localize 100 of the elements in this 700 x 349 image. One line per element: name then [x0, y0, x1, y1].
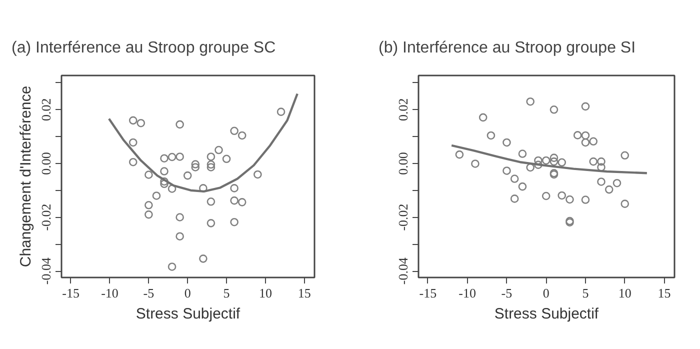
- point: [550, 157, 558, 166]
- point: [230, 218, 238, 226]
- point: [597, 157, 606, 166]
- x-axis-title: Stress Subjectif: [136, 306, 241, 322]
- point: [191, 160, 200, 168]
- point: [206, 152, 216, 161]
- point: [128, 138, 138, 147]
- x-tick-label: 15: [658, 286, 671, 300]
- point: [176, 152, 184, 161]
- point: [597, 178, 606, 186]
- x-tick-label: -15: [419, 286, 437, 300]
- point: [230, 126, 238, 136]
- point: [612, 178, 622, 188]
- point: [455, 150, 464, 159]
- point: [589, 157, 598, 166]
- point: [534, 156, 542, 165]
- point: [581, 102, 590, 111]
- point: [168, 184, 176, 193]
- point: [589, 137, 598, 146]
- x-tick-label: -5: [501, 286, 512, 300]
- line-series: [108, 92, 298, 193]
- x-tick-label: 0: [184, 286, 191, 300]
- point: [206, 198, 216, 206]
- y-tick-label: 0.02: [38, 98, 54, 122]
- point: [176, 232, 184, 240]
- point: [254, 170, 262, 179]
- point: [144, 170, 153, 179]
- x-tick-label: -5: [143, 286, 154, 300]
- point: [206, 219, 216, 228]
- point: [597, 163, 606, 172]
- point: [222, 154, 231, 164]
- point: [160, 154, 168, 162]
- point: [199, 254, 208, 263]
- point: [206, 163, 216, 172]
- point: [518, 150, 527, 158]
- point: [486, 131, 496, 140]
- chart-title: (a) Interférence au Stroop groupe SC: [12, 40, 276, 56]
- point: [550, 106, 558, 114]
- y-tick-label: 0.00: [38, 152, 54, 175]
- point: [510, 174, 519, 183]
- x-tick-label: 10: [258, 286, 272, 300]
- point: [144, 210, 153, 219]
- y-tick-label: 0.02: [396, 98, 410, 122]
- y-tick-label: -0.02: [396, 204, 410, 231]
- point: [558, 191, 566, 200]
- point: [128, 116, 138, 125]
- point: [526, 163, 534, 172]
- point: [176, 120, 184, 129]
- point: [558, 158, 566, 167]
- x-tick-label: -15: [62, 286, 80, 300]
- point: [620, 200, 630, 208]
- point: [502, 138, 511, 147]
- point: [168, 152, 176, 162]
- point: [620, 151, 630, 160]
- point: [478, 113, 488, 122]
- point: [542, 192, 550, 200]
- point: [566, 195, 574, 204]
- y-axis-title: Changement d'Interférence: [18, 86, 34, 268]
- point: [581, 138, 590, 147]
- point: [518, 182, 527, 191]
- point: [230, 196, 238, 205]
- x-axis-title: Stress Subjectif: [494, 306, 600, 322]
- y-tick-label: -0.04: [38, 257, 54, 285]
- point: [160, 167, 168, 176]
- x-tick-label: 10: [618, 286, 632, 300]
- point: [168, 262, 176, 271]
- line-series: [450, 144, 648, 174]
- y-tick-label: -0.04: [396, 257, 410, 285]
- point: [471, 160, 480, 168]
- point: [526, 97, 534, 106]
- point: [176, 213, 184, 222]
- point: [550, 154, 558, 162]
- point: [183, 171, 192, 180]
- point: [128, 158, 138, 166]
- chart-title: (b) Interférence au Stroop groupe SI: [378, 40, 636, 56]
- point: [136, 118, 146, 128]
- y-tick-label: 0.00: [396, 152, 410, 175]
- point: [581, 131, 590, 140]
- point: [238, 198, 246, 206]
- y-tick-label: -0.02: [38, 204, 54, 231]
- point: [191, 163, 200, 172]
- x-tick-label: -10: [101, 286, 118, 300]
- point: [152, 192, 161, 200]
- point: [160, 177, 168, 186]
- point: [542, 156, 550, 165]
- point: [214, 146, 223, 154]
- point: [502, 166, 511, 175]
- point: [238, 131, 246, 140]
- x-tick-label: 5: [582, 286, 589, 300]
- point: [534, 160, 542, 169]
- point: [604, 185, 614, 194]
- x-tick-label: 15: [298, 286, 311, 300]
- point: [230, 184, 238, 192]
- x-tick-label: 0: [542, 286, 550, 300]
- point: [510, 194, 519, 203]
- point: [144, 201, 153, 210]
- x-tick-label: -10: [458, 286, 476, 300]
- point: [276, 108, 286, 116]
- x-tick-label: 5: [223, 286, 230, 300]
- point: [206, 160, 216, 169]
